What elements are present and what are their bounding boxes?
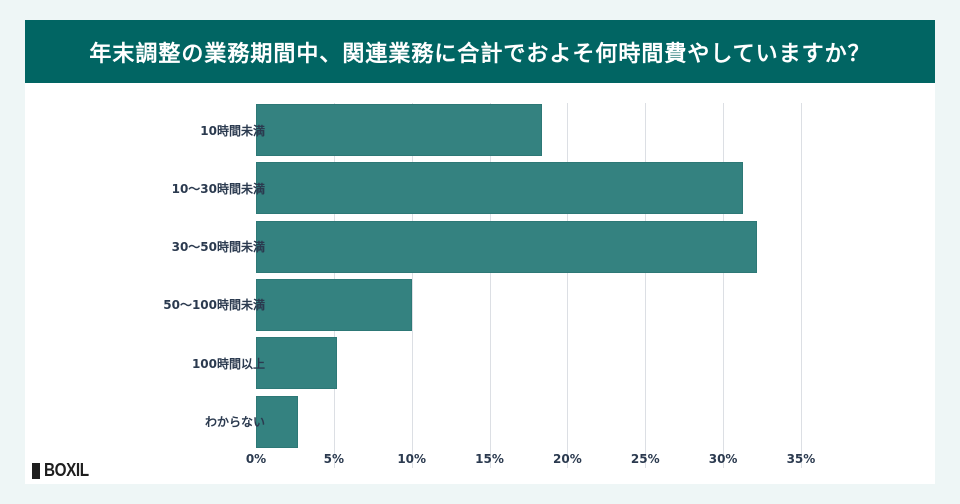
gridline <box>645 103 647 468</box>
category-label: わからない <box>204 415 265 429</box>
logo-text: BOXIL <box>44 460 89 480</box>
gridline <box>567 103 569 468</box>
plot-area: 0% 5% 10% 15% 20% 25% 30% 35% 10時間未満 10〜30時間未満 30〜… <box>25 20 935 484</box>
bar <box>256 162 744 215</box>
x-tick-label: 30% <box>708 452 738 466</box>
bar <box>256 278 412 331</box>
x-tick-label: 20% <box>553 452 582 466</box>
category-label: 10時間未満 <box>200 123 265 138</box>
x-tick-label: 0% <box>245 452 267 466</box>
x-tick-label: 25% <box>630 452 660 466</box>
x-tick-label: 5% <box>323 452 345 466</box>
category-label: 50〜100時間未満 <box>163 298 265 313</box>
category-label: 30〜50時間未満 <box>171 240 265 255</box>
gridline <box>411 103 413 468</box>
boxil-logo: BOXIL <box>32 460 97 481</box>
chart-title: 年末調整の業務期間中、関連業務に合計でおよそ何時間費やしていますか？ <box>25 20 935 83</box>
x-tick-label: 35% <box>786 452 816 466</box>
bar <box>256 220 758 273</box>
bar <box>256 337 337 390</box>
x-tick-label: 15% <box>475 452 504 466</box>
chart-card: 年末調整の業務期間中、関連業務に合計でおよそ何時間費やしていますか？ 0% 5% 1… <box>25 20 935 484</box>
bar <box>256 395 299 448</box>
magazine-mark-icon <box>32 462 40 479</box>
gridline <box>723 103 725 468</box>
category-label: 10〜30時間未満 <box>171 181 265 196</box>
x-tick-label: 10% <box>397 452 427 466</box>
gridline <box>489 103 491 468</box>
category-label: 100時間以上 <box>191 356 265 371</box>
bar <box>256 104 543 156</box>
gridline <box>800 103 802 468</box>
